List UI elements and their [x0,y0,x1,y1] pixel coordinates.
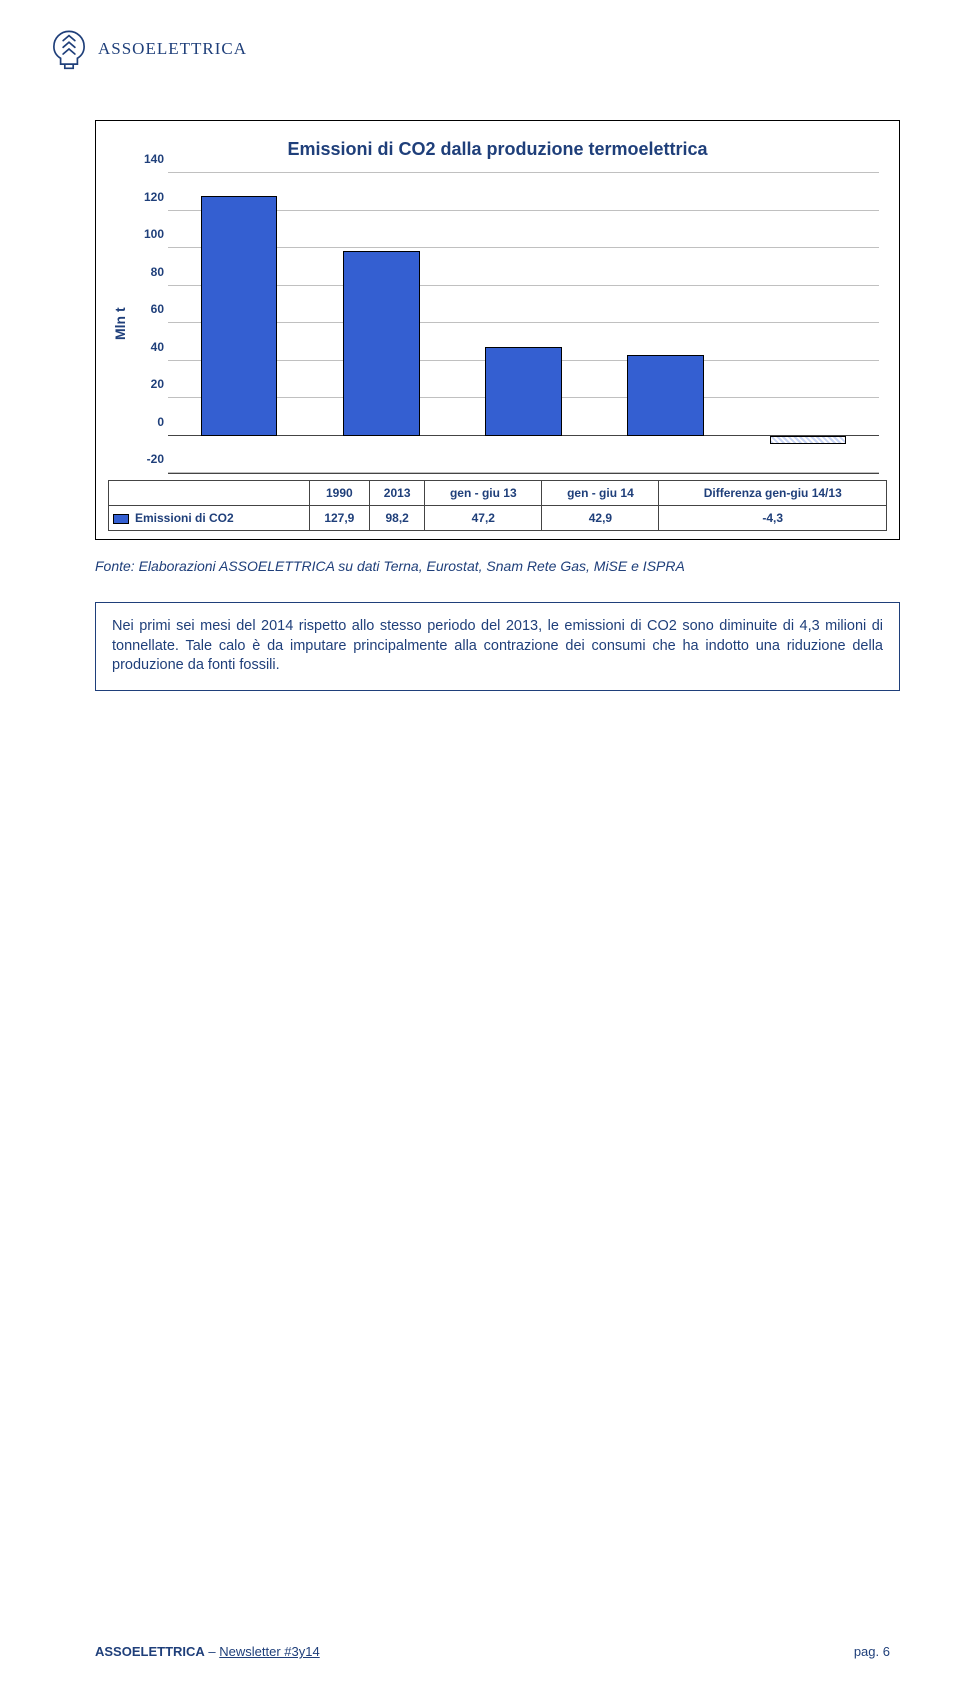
y-tick-label: 20 [134,377,164,391]
footer-brand: ASSOELETTRICA [95,1644,205,1659]
footer-sep: – [205,1644,219,1659]
chart-data-table: 19902013gen - giu 13gen - giu 14Differen… [108,480,887,531]
legend-swatch-icon [113,514,129,524]
table-corner-cell [109,481,310,506]
table-row: Emissioni di CO2 127,998,247,242,9-4,3 [109,506,887,531]
bar-slot [737,174,879,473]
table-column-header: gen - giu 13 [425,481,542,506]
legend-series-label: Emissioni di CO2 [135,511,234,525]
chart-container: Emissioni di CO2 dalla produzione termoe… [95,120,900,540]
y-tick-label: 80 [134,265,164,279]
bar [627,355,704,435]
gridline [168,172,879,173]
bars-row [168,174,879,473]
y-tick-label: 0 [134,415,164,429]
table-column-header: Differenza gen-giu 14/13 [659,481,887,506]
bar-slot [452,174,594,473]
table-header-row: 19902013gen - giu 13gen - giu 14Differen… [109,481,887,506]
page-label: pag. [854,1644,879,1659]
y-tick-label: 60 [134,302,164,316]
bar-slot [595,174,737,473]
note-box: Nei primi sei mesi del 2014 rispetto all… [95,602,900,691]
table-column-header: gen - giu 14 [542,481,659,506]
table-cell: 98,2 [370,506,425,531]
page-num: 6 [883,1644,890,1659]
table-cell: -4,3 [659,506,887,531]
footer-page-number: pag. 6 [854,1644,890,1659]
bar [201,196,278,436]
chart-y-axis-label: Mln t [108,174,132,474]
assoelettrica-logo-icon [48,28,90,70]
chart-title: Emissioni di CO2 dalla produzione termoe… [108,139,887,160]
bar-slot [168,174,310,473]
table-cell: 127,9 [309,506,369,531]
table-cell: 47,2 [425,506,542,531]
y-tick-label: 120 [134,190,164,204]
table-column-header: 1990 [309,481,369,506]
bar [343,251,420,435]
y-tick-label: 100 [134,227,164,241]
y-tick-label: 140 [134,152,164,166]
table-series-label-cell: Emissioni di CO2 [109,506,310,531]
chart-source-line: Fonte: Elaborazioni ASSOELETTRICA su dat… [95,558,900,574]
y-tick-label: -20 [134,452,164,466]
bar [770,436,847,444]
plot-wrap: Mln t -20020406080100120140 [108,174,887,474]
y-tick-label: 40 [134,340,164,354]
brand-name: ASSOELETTRICA [98,39,247,59]
footer-issue: Newsletter #3y14 [219,1644,319,1659]
footer-left: ASSOELETTRICA – Newsletter #3y14 [95,1644,320,1659]
page-header: ASSOELETTRICA [0,0,960,80]
table-cell: 42,9 [542,506,659,531]
chart-plot-area: -20020406080100120140 [168,174,879,474]
table-column-header: 2013 [370,481,425,506]
bar-slot [310,174,452,473]
bar [485,347,562,436]
